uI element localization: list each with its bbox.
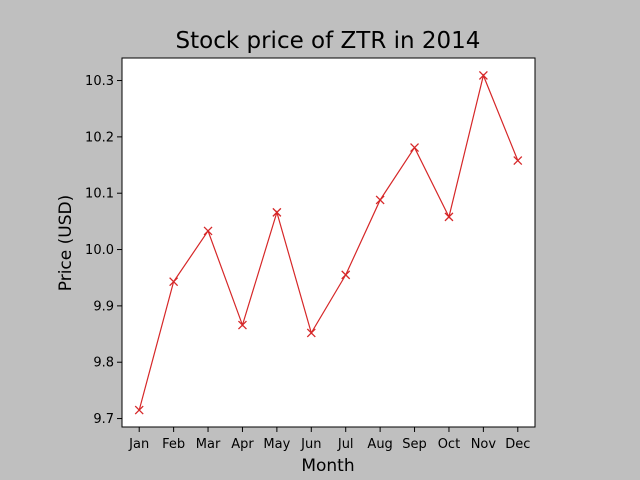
series-layer [134, 71, 523, 415]
x-tick-label: Feb [162, 437, 185, 452]
data-point-marker [306, 328, 316, 338]
x-tick-label: Jan [128, 437, 149, 452]
chart-title: Stock price of ZTR in 2014 [176, 28, 481, 54]
x-axis: Jan Feb Mar Apr May Jun Jul Aug Sep Oct Nov Dec [128, 427, 530, 452]
data-point-marker [237, 320, 247, 330]
data-point-marker [410, 143, 420, 153]
x-tick-label: May [263, 437, 290, 452]
data-point-marker [203, 226, 213, 236]
x-tick-label: Apr [231, 437, 254, 452]
x-tick-label: Aug [367, 437, 392, 452]
y-tick-label: 9.9 [93, 299, 114, 314]
x-tick-label: Oct [438, 437, 460, 452]
x-tick-label: Nov [471, 437, 497, 452]
y-axis: 9.7 9.8 9.9 10.0 10.1 10.2 10.3 [85, 74, 122, 427]
series-line [138, 73, 519, 411]
x-tick-label: Jun [300, 437, 321, 452]
data-point-marker [272, 207, 282, 217]
x-tick-label: Sep [402, 437, 427, 452]
y-tick-label: 9.8 [93, 356, 114, 371]
data-point-marker [134, 405, 144, 415]
y-tick-label: 10.3 [85, 74, 114, 89]
x-tick-label: Jul [337, 437, 354, 452]
y-tick-label: 10.2 [85, 130, 114, 145]
data-point-marker [444, 212, 454, 222]
data-point-marker [341, 270, 351, 280]
x-axis-label: Month [301, 456, 354, 476]
plot-area [121, 57, 536, 428]
x-tick-label: Dec [505, 437, 530, 452]
y-tick-label: 10.1 [85, 187, 114, 202]
data-point-marker [169, 277, 179, 287]
y-tick-label: 10.0 [85, 243, 114, 258]
data-point-marker [478, 71, 488, 80]
data-point-marker [513, 156, 523, 165]
y-axis-label: Price (USD) [56, 195, 76, 291]
y-tick-label: 9.7 [93, 412, 114, 427]
x-tick-label: Mar [196, 437, 221, 452]
data-point-marker [375, 195, 385, 205]
